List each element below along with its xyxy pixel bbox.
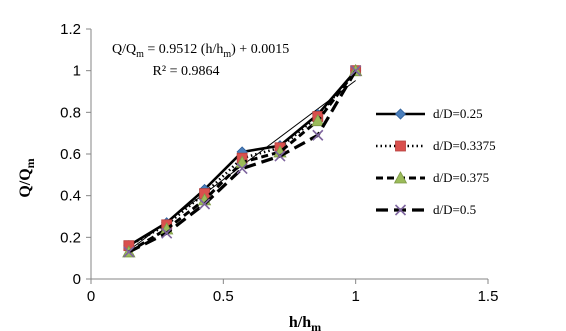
data-point-x [350, 65, 362, 77]
data-point-x-stroke [161, 227, 173, 239]
legend-entry-1: d/D=0.25 [376, 106, 483, 121]
legend-label: d/D=0.5 [433, 202, 476, 217]
data-point-x-stroke [394, 204, 407, 216]
data-point-triangle [311, 113, 325, 127]
data-point-x [198, 198, 211, 210]
series-4 [123, 65, 362, 258]
legend-entry-3: d/D=0.375 [376, 170, 489, 185]
legend-label: d/D=0.3375 [433, 138, 496, 153]
y-tick-label: 0.8 [60, 104, 81, 121]
x-tick-label: 1.5 [478, 288, 499, 305]
y-tick-label: 0.6 [60, 146, 81, 163]
data-point-x-stroke [236, 163, 248, 175]
tick-labels: 0 0.2 0.4 0.6 0.8 1 1.2 0 0.5 1 1.5 [60, 21, 498, 305]
data-point-x-stroke [123, 246, 135, 258]
data-point-x-stroke [274, 150, 286, 162]
legend-entry-2: d/D=0.3375 [376, 138, 496, 153]
y-tick-label: 1.2 [60, 21, 81, 38]
axes [86, 28, 489, 284]
data-point-square [395, 140, 406, 152]
x-tick-label: 0 [87, 288, 95, 305]
legend-label: d/D=0.25 [433, 106, 483, 121]
data-point-x-stroke [198, 198, 211, 210]
y-tick-label: 0 [73, 271, 81, 288]
x-axis-title-subscript: m [311, 320, 321, 331]
legend-entry-4: d/D=0.5 [376, 202, 476, 217]
data-point-x [236, 163, 248, 175]
y-tick-label: 1 [73, 63, 81, 80]
y-tick-label: 0.4 [60, 188, 81, 205]
y-axis-title-subscript: m [23, 158, 37, 168]
r-squared-label: R² = 0.9864 [153, 64, 220, 79]
data-point-x [161, 227, 173, 239]
data-point-x [274, 150, 286, 162]
legend: d/D=0.25 d/D=0.3375 d/D=0.375 d/D=0.5 [376, 106, 496, 217]
y-tick-label: 0.2 [60, 229, 81, 246]
x-tick-label: 1 [351, 288, 359, 305]
x-tick-label: 0.5 [213, 288, 234, 305]
data-point-x [123, 246, 135, 258]
data-point-x [394, 204, 407, 216]
x-axis-title: h/hm [289, 314, 321, 331]
data-point-diamond [394, 108, 407, 120]
data-point-x [312, 129, 324, 141]
regression-equation: Q/Qm = 0.9512 (h/hm) + 0.0015 [112, 42, 289, 60]
data-point-triangle [393, 171, 408, 184]
data-point-x-stroke [312, 129, 324, 141]
series-group [122, 63, 363, 258]
legend-label: d/D=0.375 [433, 170, 489, 185]
y-axis-title: Q/Qm [17, 158, 37, 197]
data-point-x-stroke [350, 65, 362, 77]
